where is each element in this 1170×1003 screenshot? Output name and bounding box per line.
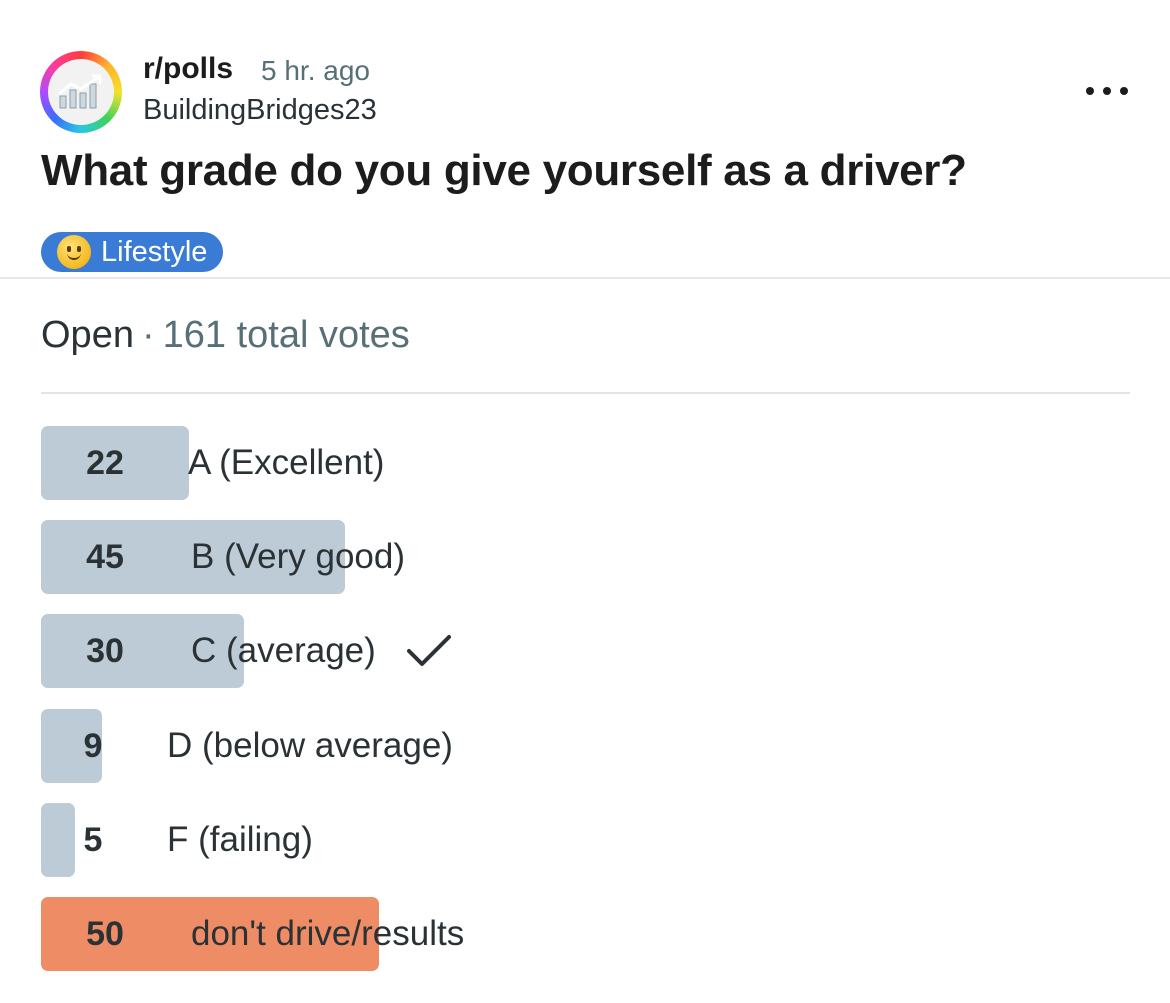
more-dot xyxy=(1086,87,1094,95)
rising-chart-icon xyxy=(48,59,114,125)
option-label: C (average) xyxy=(191,631,376,670)
poll-option-c[interactable]: 30 C (average) xyxy=(41,614,1130,688)
poll-open-status: Open xyxy=(41,314,134,356)
vote-count: 50 xyxy=(86,915,124,953)
vote-bar xyxy=(41,614,244,688)
vote-bar xyxy=(41,520,345,594)
separator-dot: · xyxy=(141,314,155,356)
vote-count: 45 xyxy=(86,538,124,576)
poll-option-f[interactable]: 5 F (failing) xyxy=(41,803,1130,877)
more-dot xyxy=(1120,87,1128,95)
option-label: don't drive/results xyxy=(191,914,465,953)
poll-option-dont-drive[interactable]: 50 don't drive/results xyxy=(41,897,1130,971)
option-label: F (failing) xyxy=(167,820,313,859)
option-label: B (Very good) xyxy=(191,537,405,576)
option-label: A (Excellent) xyxy=(188,443,385,482)
vote-count: 9 xyxy=(83,727,103,765)
section-divider xyxy=(0,277,1170,279)
slightly-smiling-face-icon xyxy=(57,235,91,269)
post-timestamp: 5 hr. ago xyxy=(261,55,370,86)
total-votes: 161 total votes xyxy=(162,314,410,356)
vote-bar xyxy=(41,426,189,500)
post-author[interactable]: BuildingBridges23 xyxy=(143,94,377,126)
vote-bar-leading xyxy=(41,897,379,971)
poll-divider xyxy=(41,392,1130,394)
poll-option-b[interactable]: 45 B (Very good) xyxy=(41,520,1130,594)
poll-option-a[interactable]: 22 A (Excellent) xyxy=(41,426,1130,500)
post-flair[interactable]: Lifestyle xyxy=(41,232,224,272)
more-options-icon[interactable] xyxy=(1086,76,1128,106)
subreddit-name[interactable]: r/polls xyxy=(143,52,234,85)
vote-count: 22 xyxy=(86,444,124,482)
poll-option-d[interactable]: 9 D (below average) xyxy=(41,709,1130,783)
vote-count: 5 xyxy=(83,821,103,859)
poll-status: Open · 161 total votes xyxy=(41,314,410,357)
option-label: D (below average) xyxy=(167,726,453,765)
more-dot xyxy=(1103,87,1111,95)
flair-label: Lifestyle xyxy=(101,235,208,268)
vote-bar xyxy=(41,709,102,783)
vote-count: 30 xyxy=(86,632,124,670)
post-title[interactable]: What grade do you give yourself as a dri… xyxy=(41,146,967,195)
checkmark-icon xyxy=(407,635,451,666)
vote-bar xyxy=(41,803,75,877)
subreddit-avatar[interactable] xyxy=(40,51,122,133)
